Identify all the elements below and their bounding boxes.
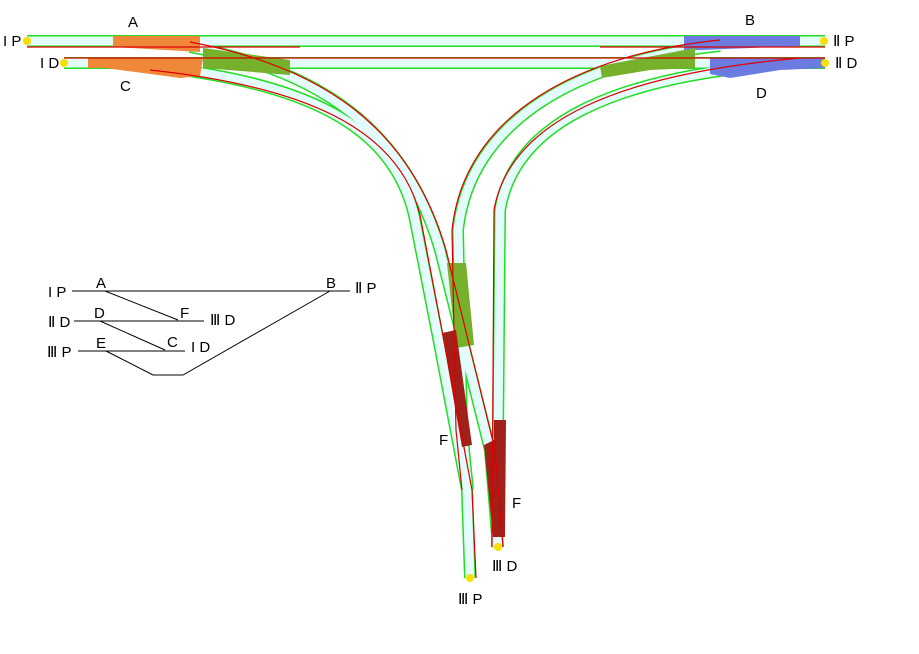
switch-blocks bbox=[88, 36, 825, 537]
schematic-a: A bbox=[96, 275, 106, 292]
track-beds bbox=[27, 35, 825, 579]
schematic-e: E bbox=[96, 335, 106, 352]
endpoint-id[interactable] bbox=[60, 59, 68, 67]
switch-d-block bbox=[710, 58, 825, 78]
crossing-right-block bbox=[600, 48, 695, 78]
switch-f-right-block bbox=[484, 420, 506, 537]
label-switch-f-left: F bbox=[439, 432, 448, 449]
schematic-iid: Ⅱ D bbox=[48, 314, 71, 331]
schematic-id: I D bbox=[191, 339, 210, 356]
switch-a-block bbox=[113, 36, 200, 52]
schematic-c: C bbox=[167, 334, 178, 351]
label-iip: Ⅱ P bbox=[833, 33, 855, 50]
schematic-f: F bbox=[180, 305, 189, 322]
endpoint-ip[interactable] bbox=[23, 37, 31, 45]
endpoint-iiid[interactable] bbox=[494, 543, 502, 551]
switch-b-block bbox=[684, 36, 800, 50]
endpoints bbox=[23, 37, 829, 582]
label-ip: I P bbox=[3, 33, 21, 50]
endpoint-iip[interactable] bbox=[820, 37, 828, 45]
schematic-ip: I P bbox=[48, 284, 66, 301]
switch-f-left-block bbox=[442, 330, 472, 447]
label-switch-c: C bbox=[120, 78, 131, 95]
label-switch-f-right: F bbox=[512, 495, 521, 512]
label-iiid: Ⅲ D bbox=[492, 558, 518, 575]
schematic-iiip: Ⅲ P bbox=[47, 344, 72, 361]
label-switch-d: D bbox=[756, 85, 767, 102]
schematic-d: D bbox=[94, 305, 105, 322]
label-iiip: Ⅲ P bbox=[458, 591, 483, 608]
track-curve-c-iiip bbox=[149, 60, 476, 579]
endpoint-iiip[interactable] bbox=[466, 574, 474, 582]
label-switch-a: A bbox=[128, 14, 138, 31]
rails bbox=[27, 39, 825, 579]
label-iid: Ⅱ D bbox=[835, 55, 858, 72]
label-id: I D bbox=[40, 55, 59, 72]
crossing-left-block bbox=[203, 48, 290, 75]
schematic-iip: Ⅱ P bbox=[355, 280, 377, 297]
schematic-iiid: Ⅲ D bbox=[210, 312, 236, 329]
schematic-b: B bbox=[326, 275, 336, 292]
label-switch-b: B bbox=[745, 12, 755, 29]
schematic-diagram: I P Ⅱ D Ⅲ P Ⅱ P Ⅲ D I D A B D E F C bbox=[47, 275, 377, 376]
endpoint-iid[interactable] bbox=[821, 59, 829, 67]
